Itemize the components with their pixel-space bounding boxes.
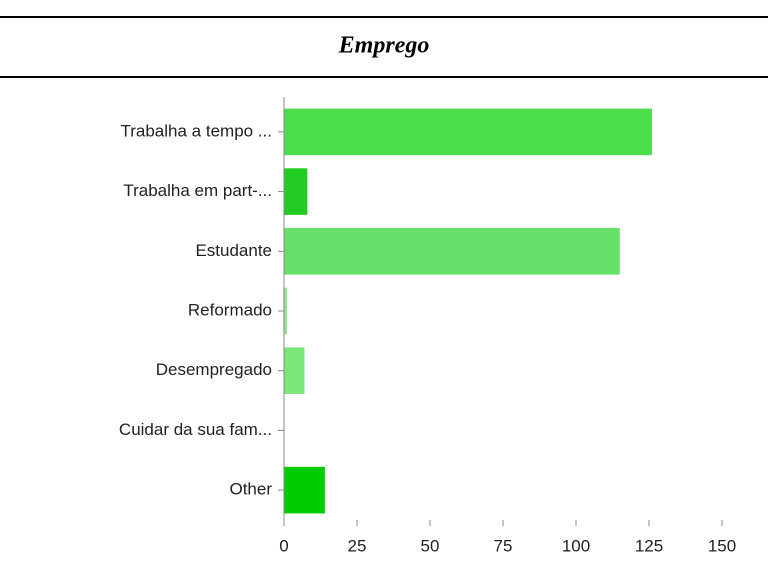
bar: [284, 347, 305, 395]
x-tick-label: 25: [348, 536, 367, 555]
y-tick-label: Estudante: [195, 241, 272, 260]
bar: [284, 287, 287, 335]
x-tick-label: 125: [635, 536, 663, 555]
x-tick-label: 0: [279, 536, 288, 555]
x-tick-label: 150: [708, 536, 736, 555]
bar: [284, 227, 620, 275]
bar: [284, 466, 325, 514]
y-tick-label: Reformado: [188, 300, 272, 319]
bar: [284, 168, 308, 215]
y-tick-label: Desempregado: [156, 360, 272, 379]
y-tick-label: Cuidar da sua fam...: [119, 420, 272, 439]
chart-title: Emprego: [338, 33, 430, 59]
x-tick-label: 100: [562, 536, 590, 555]
y-tick-label: Trabalha em part-...: [123, 181, 272, 200]
y-tick-label: Trabalha a tempo ...: [120, 121, 272, 140]
bar: [284, 108, 652, 156]
x-tick-label: 50: [421, 536, 440, 555]
x-tick-label: 75: [494, 536, 513, 555]
y-tick-label: Other: [229, 480, 272, 499]
